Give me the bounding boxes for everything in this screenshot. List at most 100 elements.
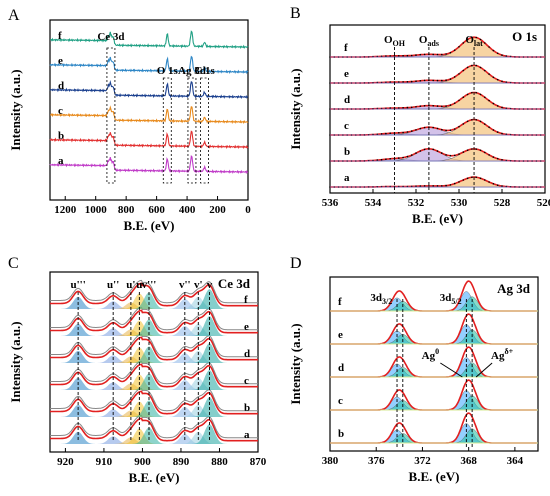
y-axis-label: Intensity (a.u.) <box>288 323 303 404</box>
component-peak <box>50 316 258 336</box>
raw-data-point <box>436 150 439 152</box>
raw-data-point <box>432 126 435 129</box>
raw-data-point <box>441 79 443 82</box>
panel-title: Ce 3d <box>218 276 251 291</box>
x-tick-label: 910 <box>96 456 113 468</box>
peak-label: v' <box>194 279 203 291</box>
raw-data-point <box>484 151 486 154</box>
raw-data-point <box>471 148 473 150</box>
raw-data-point <box>458 46 460 48</box>
raw-data-point <box>458 153 460 155</box>
raw-data-point <box>415 80 417 82</box>
raw-data-point <box>380 55 383 58</box>
raw-data-point <box>466 93 469 96</box>
raw-data-point <box>423 79 426 82</box>
trace-label-a: a <box>58 155 64 167</box>
raw-spectrum <box>50 333 258 358</box>
x-tick-label: 400 <box>179 204 196 216</box>
trace-label-c: c <box>244 375 249 387</box>
raw-data-point <box>423 148 426 151</box>
raw-data-point <box>436 185 439 187</box>
raw-data-point <box>428 185 430 187</box>
x-tick-label: 880 <box>211 456 228 468</box>
raw-data-point <box>466 177 469 180</box>
component-label: OOH <box>384 34 406 48</box>
panel-b: 536 534 532 530 528 526 B.E. (eV) Intensity (a.… <box>288 5 550 226</box>
peak-label: u <box>136 279 142 291</box>
raw-data-point <box>436 79 439 82</box>
x-tick-label: 0 <box>245 204 251 216</box>
raw-data-point <box>471 176 473 178</box>
raw-data-point <box>402 55 404 57</box>
raw-data-point <box>453 154 456 157</box>
raw-data-point <box>419 150 422 152</box>
spin-orbit-label: 3d5/2 <box>440 292 462 306</box>
panel-c: 920 910 900 890 880 870 B.E. (eV) Intensity (a.… <box>8 255 267 485</box>
panel-letter: D <box>290 255 302 272</box>
raw-data-point <box>415 106 417 108</box>
trace-label-d: d <box>58 80 64 92</box>
raw-data-point <box>415 129 417 131</box>
x-tick-label: 870 <box>250 456 267 468</box>
raw-data-point <box>462 69 465 72</box>
raw-data-point <box>419 80 422 82</box>
trace-label-b: b <box>338 428 344 440</box>
region-label: O 1s <box>157 65 179 77</box>
x-tick-label: 530 <box>451 197 468 209</box>
panel-title: O 1s <box>512 29 537 44</box>
component-peak <box>50 350 258 363</box>
raw-spectrum <box>50 360 258 385</box>
raw-data-point <box>406 106 409 109</box>
raw-data-point <box>479 120 482 123</box>
raw-data-point <box>376 159 379 161</box>
trace-label-c: c <box>344 120 349 132</box>
component-peak <box>330 329 537 345</box>
raw-data-point <box>496 105 499 107</box>
component-peak <box>50 343 258 363</box>
component-peak <box>330 423 537 444</box>
trace-label-c: c <box>58 105 63 117</box>
raw-data-point <box>423 105 426 107</box>
component-peak <box>50 397 258 417</box>
raw-data-point <box>479 93 482 96</box>
trace-label-f: f <box>338 296 342 308</box>
raw-data-point <box>484 96 486 99</box>
trace-label-c: c <box>338 395 343 407</box>
spectrum-a <box>49 155 249 175</box>
peak-label: v''' <box>142 279 157 291</box>
raw-data-point <box>419 53 422 56</box>
trace-label-f: f <box>344 42 348 54</box>
x-tick-label: 534 <box>365 197 382 209</box>
raw-spectrum <box>50 387 258 412</box>
raw-data-point <box>496 131 499 133</box>
fit-envelope <box>330 379 537 411</box>
raw-data-point <box>436 105 439 107</box>
raw-data-point <box>492 49 495 52</box>
raw-data-point <box>484 42 486 44</box>
raw-spectrum <box>50 306 258 331</box>
raw-data-point <box>479 66 482 69</box>
raw-data-point <box>385 55 387 57</box>
raw-spectrum <box>50 279 258 304</box>
raw-data-point <box>501 54 503 56</box>
component-label: Oads <box>419 34 439 48</box>
y-axis-label: Intensity (a.u.) <box>8 321 23 402</box>
raw-data-point <box>389 55 392 57</box>
spectrum-c <box>50 105 249 125</box>
raw-data-point <box>432 53 435 56</box>
raw-data-point <box>475 64 478 67</box>
raw-data-point <box>488 99 490 102</box>
peak-label: v <box>207 279 213 291</box>
raw-data-point <box>415 152 417 154</box>
x-tick-label: 900 <box>134 456 151 468</box>
trace-label-e: e <box>58 55 63 67</box>
raw-data-point <box>492 102 495 105</box>
raw-data-point <box>432 79 435 82</box>
raw-data-point <box>389 81 392 83</box>
raw-data-point <box>441 152 443 154</box>
raw-data-point <box>441 105 443 108</box>
spectrum-b <box>49 130 249 150</box>
trace-label-b: b <box>58 130 64 142</box>
raw-data-point <box>466 149 469 151</box>
ag0-label: Ag0 <box>422 347 439 362</box>
